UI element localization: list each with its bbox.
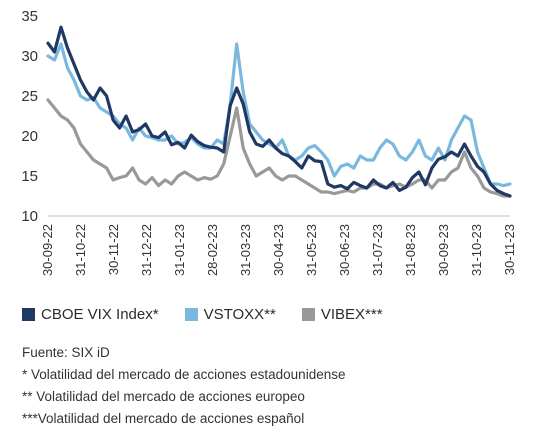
x-tick-label: 30-04-23 — [271, 224, 286, 276]
footnote-eu: ** Volatilidad del mercado de acciones e… — [22, 389, 305, 404]
legend-item-vstoxx: VSTOXX** — [184, 306, 276, 323]
legend-item-vix: CBOE VIX Index* — [22, 306, 159, 323]
x-tick-label: 31-08-23 — [403, 224, 418, 276]
y-tick-label: 20 — [21, 128, 38, 145]
legend-item-vibex: VIBEX*** — [301, 306, 383, 323]
chart-notes: Fuente: SIX iD * Volatilidad del mercado… — [22, 342, 345, 430]
x-tick-label: 31-01-23 — [172, 224, 187, 276]
series-line-vstoxx — [46, 42, 512, 188]
source-note: Fuente: SIX iD — [22, 345, 110, 360]
x-tick-label: 31-05-23 — [304, 224, 319, 276]
y-tick-label: 15 — [21, 168, 38, 185]
x-tick-label: 31-12-22 — [139, 224, 154, 276]
x-tick-label: 30-09-22 — [40, 224, 55, 276]
legend-swatch-vstoxx — [184, 308, 198, 321]
footnote-us: * Volatilidad del mercado de acciones es… — [22, 367, 346, 382]
legend-label-vstoxx: VSTOXX** — [203, 306, 276, 323]
chart-legend: CBOE VIX Index* VSTOXX** VIBEX*** — [22, 306, 409, 323]
x-tick-label: 30-11-22 — [106, 224, 121, 275]
x-tick-label: 30-09-23 — [436, 224, 451, 276]
footnote-es: ***Volatilidad del mercado de acciones e… — [22, 411, 305, 426]
y-tick-label: 35 — [21, 8, 38, 25]
series-line-vibex — [46, 98, 512, 198]
y-tick-label: 10 — [21, 208, 38, 225]
x-tick-label: 30-06-23 — [337, 224, 352, 276]
legend-label-vix: CBOE VIX Index* — [41, 306, 159, 323]
legend-swatch-vibex — [301, 308, 315, 321]
x-tick-label: 31-10-22 — [73, 224, 88, 276]
x-tick-label: 31-07-23 — [370, 224, 385, 276]
legend-label-vibex: VIBEX*** — [320, 306, 383, 323]
x-tick-label: 31-03-23 — [238, 224, 253, 276]
x-tick-label: 31-10-23 — [469, 224, 484, 276]
legend-swatch-vix — [22, 308, 35, 321]
x-tick-label: 30-11-23 — [502, 224, 517, 275]
series-line-vix — [46, 25, 512, 198]
y-tick-label: 25 — [21, 88, 38, 105]
x-tick-label: 28-02-23 — [205, 224, 220, 276]
y-tick-label: 30 — [21, 48, 38, 65]
